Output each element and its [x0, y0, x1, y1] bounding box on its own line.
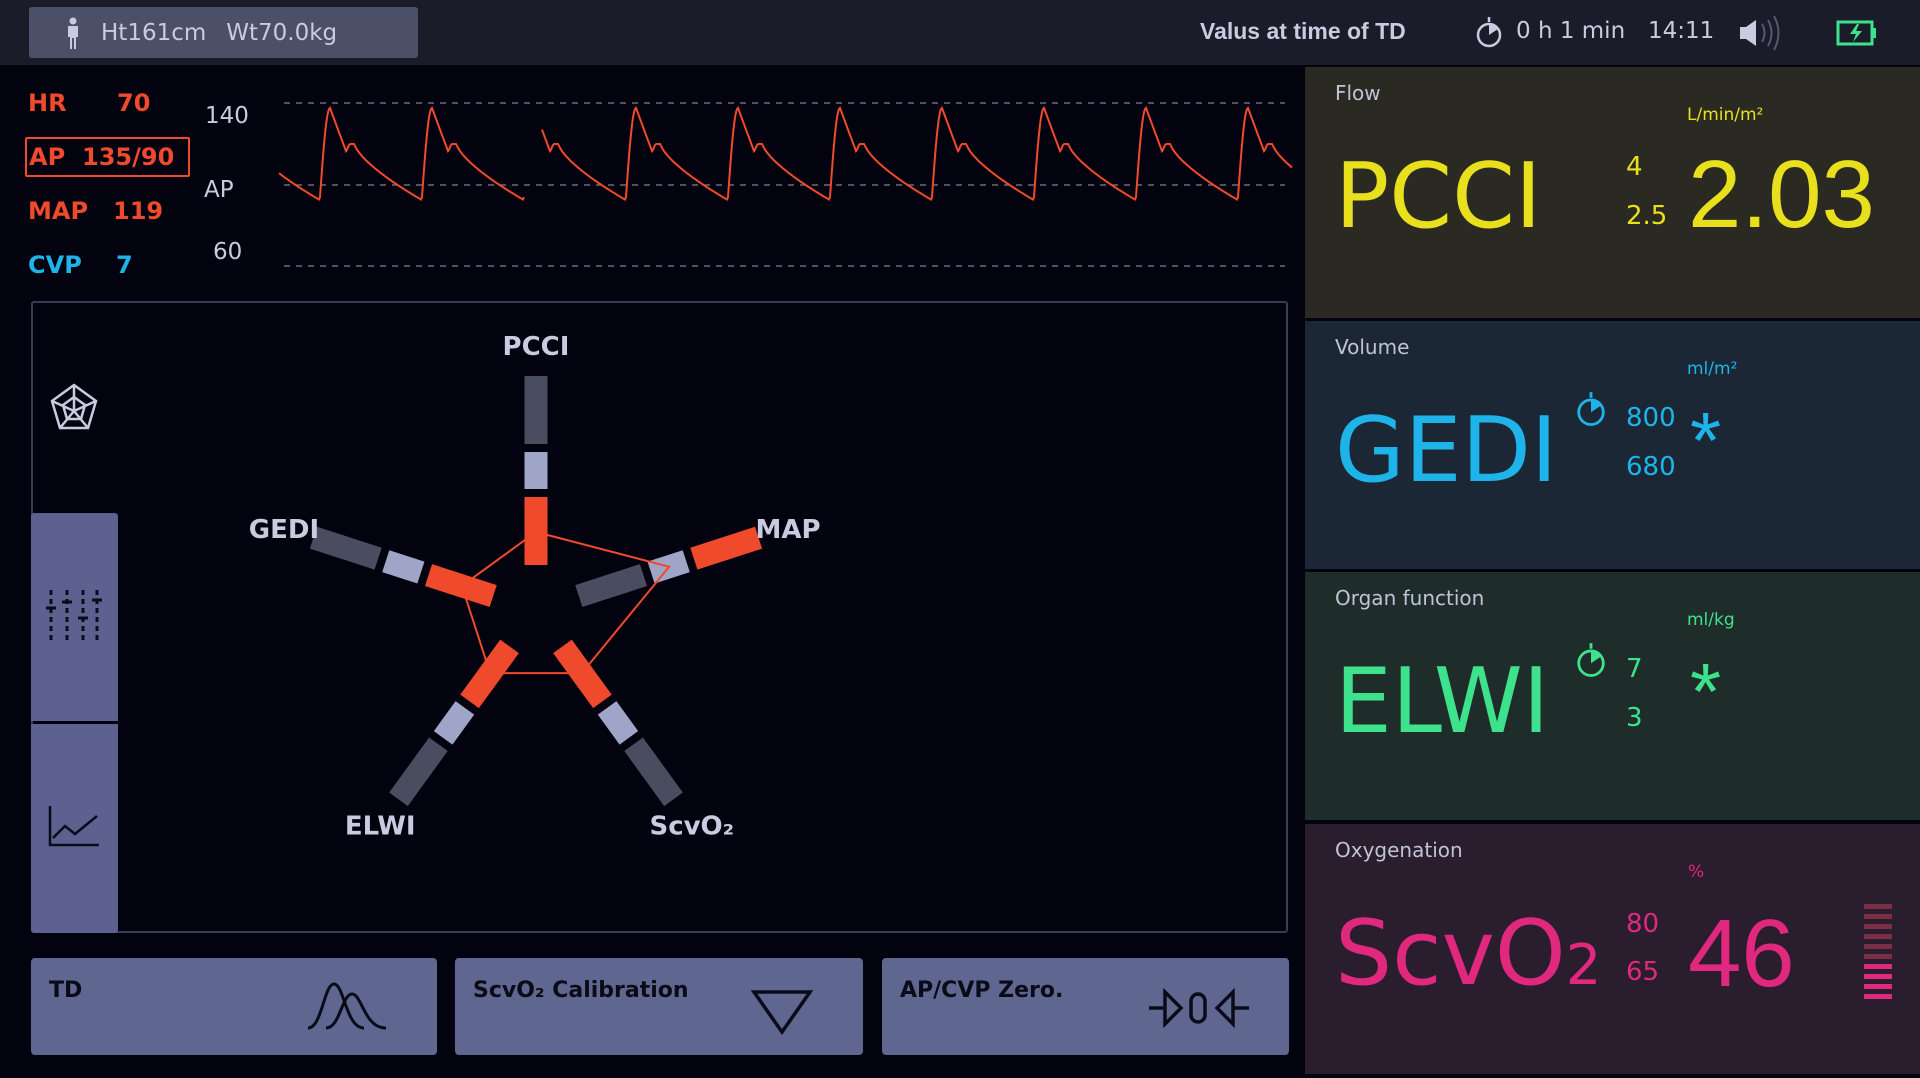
hr-value: 70 — [117, 89, 151, 117]
elwi-low-limit: 3 — [1626, 703, 1643, 733]
spider-chart: PCCI MAP ScvO₂ ELWI GEDI — [249, 332, 821, 841]
ap-selected-box[interactable] — [25, 137, 190, 177]
spider-segment-gedi — [309, 526, 382, 570]
zero-valve-icon — [1149, 987, 1249, 1029]
organ-function-panel[interactable]: Organ function ELWI 7 3 ml/kg * — [1305, 572, 1920, 820]
volume-panel[interactable]: Volume GEDI 800 680 ml/m² * — [1305, 321, 1920, 569]
scale-high: 140 — [205, 103, 249, 129]
cvp-label: CVP — [28, 251, 82, 279]
timer-icon — [1577, 392, 1605, 426]
pcci-high-limit: 4 — [1626, 152, 1643, 182]
ap-value: 135/90 — [82, 143, 175, 171]
battery-charging-icon — [1836, 20, 1876, 46]
triangle-down-icon — [750, 990, 814, 1036]
spider-label-1: MAP — [755, 515, 820, 545]
level-segment — [1864, 914, 1892, 919]
scvo2-level-bar — [1864, 904, 1892, 1004]
timer-icon — [1476, 17, 1502, 48]
gedi-unit: ml/m² — [1687, 359, 1738, 379]
scvo2-subscript: 2 — [1565, 933, 1602, 998]
pcci-name: PCCI — [1335, 144, 1542, 249]
spider-segment-map — [575, 564, 648, 608]
scvo2-calibration-label: ScvO₂ Calibration — [473, 978, 689, 1003]
level-segment — [1864, 974, 1892, 979]
spider-segment-scvo₂ — [597, 701, 639, 745]
level-segment — [1864, 994, 1892, 999]
trend-icon — [48, 806, 99, 847]
map-label: MAP — [28, 197, 89, 225]
oxygenation-panel[interactable]: Oxygenation ScvO2 80 65 % 46 — [1305, 824, 1920, 1074]
spider-label-3: ELWI — [345, 811, 416, 841]
spider-segment-scvo₂ — [624, 737, 683, 807]
tab-trend[interactable] — [31, 724, 118, 933]
spider-label-0: PCCI — [503, 332, 570, 362]
ap-wave-line — [278, 106, 1293, 201]
patient-height: Ht161cm — [101, 19, 207, 46]
scvo2-unit: % — [1688, 862, 1705, 882]
scale-low: 60 — [213, 239, 243, 265]
spider-segment-gedi — [382, 550, 425, 584]
waveform-label: AP — [204, 177, 234, 203]
level-segment — [1864, 924, 1892, 929]
hr-label: HR — [28, 89, 67, 117]
level-segment — [1864, 904, 1892, 909]
ap-cvp-zero-label: AP/CVP Zero. — [900, 978, 1064, 1003]
gedi-name: GEDI — [1335, 398, 1558, 503]
spider-icon — [50, 383, 98, 430]
level-segment — [1864, 984, 1892, 989]
flow-title: Flow — [1335, 81, 1381, 105]
scvo2-high-limit: 80 — [1626, 909, 1660, 939]
level-segment — [1864, 944, 1892, 949]
td-button[interactable]: TD — [31, 958, 437, 1055]
scvo2-low-limit: 65 — [1626, 957, 1660, 987]
ap-label: AP — [29, 143, 66, 171]
timer-icon — [1577, 643, 1605, 677]
patient-weight: Wt70.0kg — [226, 19, 338, 46]
elapsed-time: 0 h 1 min — [1516, 18, 1626, 44]
level-segment — [1864, 934, 1892, 939]
status-title: Valus at time of TD — [1200, 18, 1406, 44]
elwi-name: ELWI — [1335, 649, 1550, 754]
sliders-icon — [46, 590, 102, 642]
gedi-high-limit: 800 — [1626, 403, 1676, 433]
scvo2-value: 46 — [1688, 900, 1795, 1007]
volume-title: Volume — [1335, 335, 1410, 359]
spider-segment-elwi — [433, 701, 475, 745]
ap-cvp-zero-button[interactable]: AP/CVP Zero. — [882, 958, 1289, 1055]
gedi-value: * — [1690, 396, 1722, 485]
scvo2-name: ScvO — [1335, 901, 1566, 1006]
oxygen-title: Oxygenation — [1335, 838, 1463, 862]
spider-segment-map — [690, 526, 763, 570]
spider-label-4: GEDI — [249, 515, 319, 545]
td-button-label: TD — [49, 978, 83, 1003]
flow-panel[interactable]: Flow PCCI 4 2.5 L/min/m² 2.03 — [1305, 67, 1920, 318]
scvo2-calibration-button[interactable]: ScvO₂ Calibration — [455, 958, 863, 1055]
spider-label-2: ScvO₂ — [649, 811, 734, 841]
level-segment — [1864, 954, 1892, 959]
person-icon — [68, 17, 78, 49]
level-segment — [1864, 964, 1892, 969]
tab-sliders[interactable] — [31, 513, 118, 721]
pcci-value: 2.03 — [1688, 141, 1875, 248]
gedi-low-limit: 680 — [1626, 452, 1676, 482]
clock: 14:11 — [1648, 18, 1715, 44]
patient-info-button[interactable]: Ht161cm Wt70.0kg — [29, 7, 418, 58]
speaker-icon[interactable] — [1738, 14, 1790, 52]
cvp-value: 7 — [116, 251, 133, 279]
elwi-value: * — [1690, 647, 1722, 736]
ap-waveform — [278, 102, 1293, 267]
spider-value-polygon — [460, 530, 671, 675]
map-value: 119 — [113, 197, 164, 225]
pcci-low-limit: 2.5 — [1626, 201, 1668, 231]
tab-spider[interactable] — [31, 301, 118, 512]
elwi-high-limit: 7 — [1626, 654, 1643, 684]
organ-title: Organ function — [1335, 586, 1485, 610]
pcci-unit: L/min/m² — [1687, 105, 1764, 125]
elwi-unit: ml/kg — [1687, 610, 1735, 630]
thermodilution-curve-icon — [307, 982, 387, 1030]
spider-segment-elwi — [389, 737, 448, 807]
